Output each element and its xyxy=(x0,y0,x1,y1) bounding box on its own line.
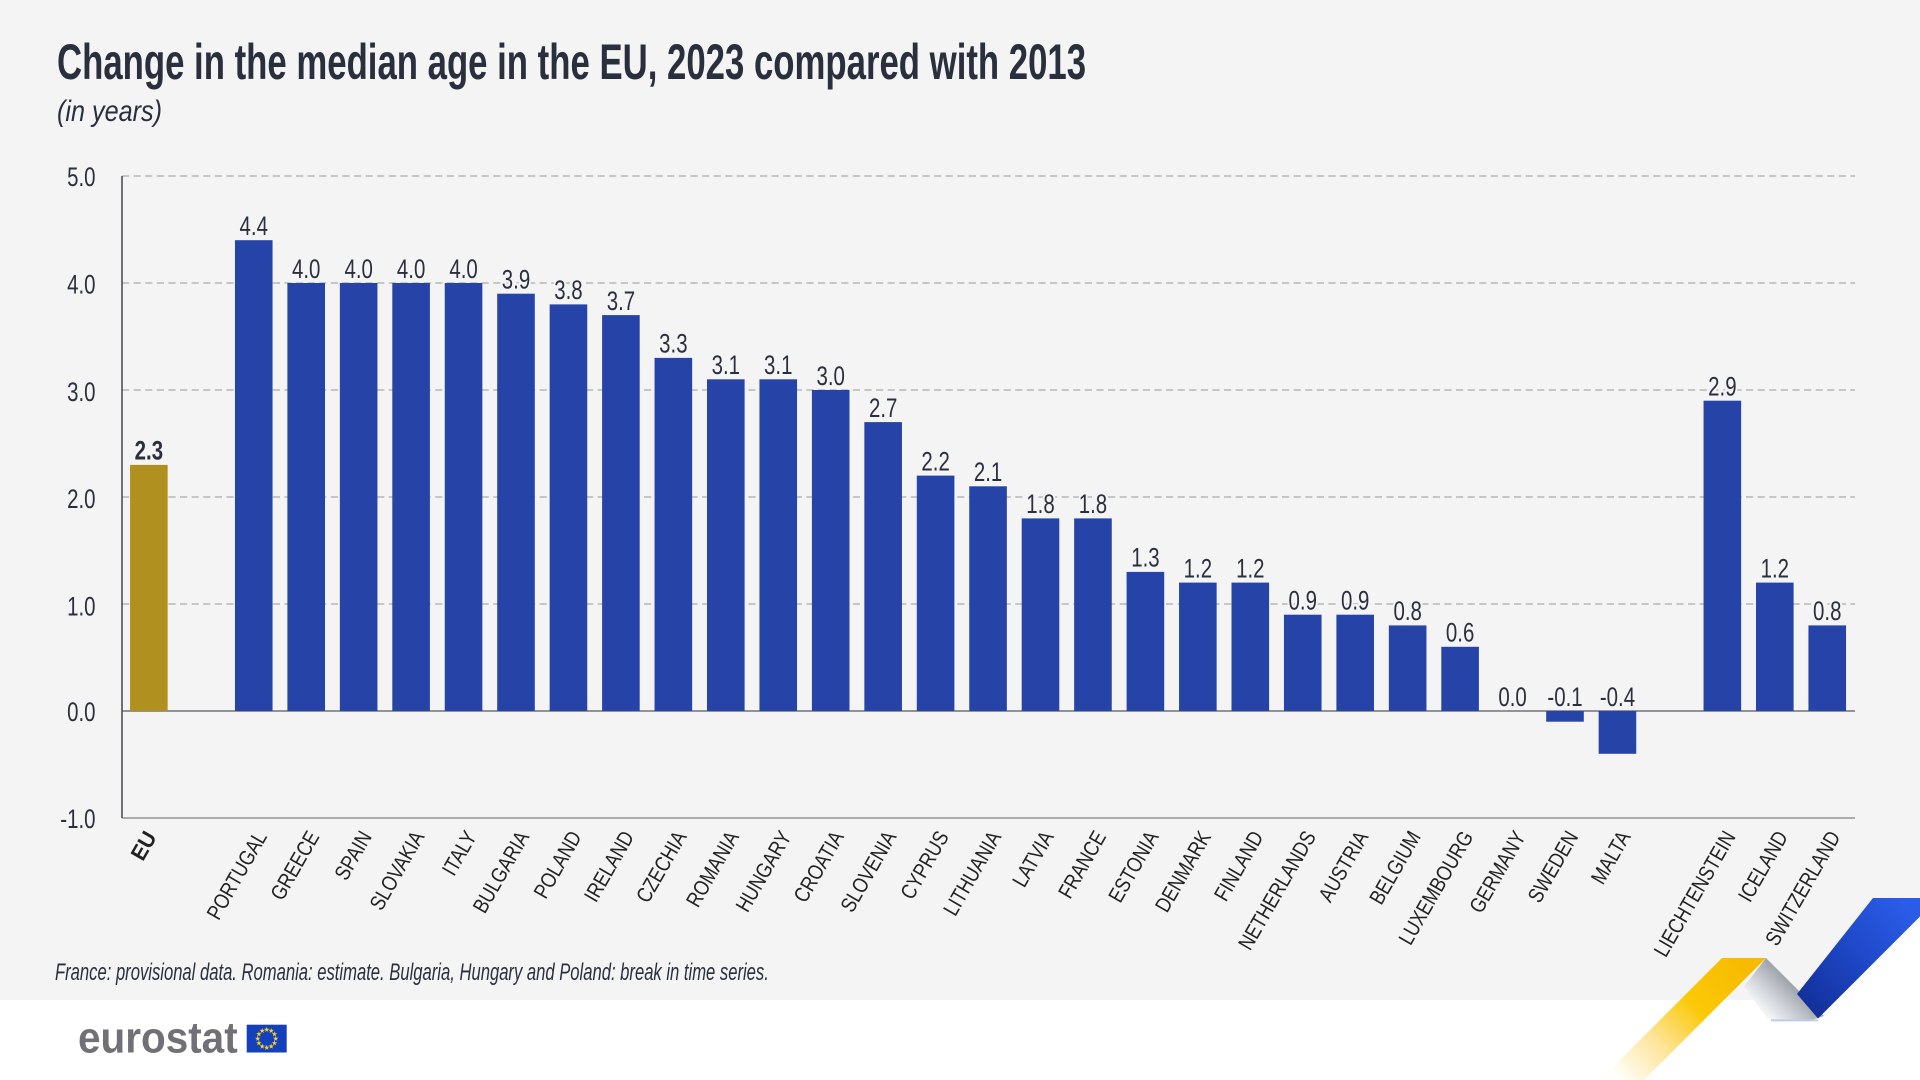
svg-text:2.0: 2.0 xyxy=(67,486,95,515)
svg-text:France: provisional data. Roma: France: provisional data. Romania: estim… xyxy=(55,959,769,986)
svg-text:3.7: 3.7 xyxy=(607,288,635,317)
svg-text:-1.0: -1.0 xyxy=(60,806,95,835)
svg-text:1.2: 1.2 xyxy=(1761,555,1789,584)
svg-text:4.0: 4.0 xyxy=(292,255,320,284)
svg-text:4.4: 4.4 xyxy=(240,213,268,242)
svg-text:3.1: 3.1 xyxy=(712,352,740,381)
svg-text:4.0: 4.0 xyxy=(344,255,372,284)
svg-text:Change in the median age in th: Change in the median age in the EU, 2023… xyxy=(57,35,1086,91)
svg-text:0.6: 0.6 xyxy=(1446,619,1474,648)
svg-text:3.8: 3.8 xyxy=(554,277,582,306)
svg-text:3.1: 3.1 xyxy=(764,352,792,381)
svg-text:1.2: 1.2 xyxy=(1184,555,1212,584)
svg-text:1.8: 1.8 xyxy=(1079,491,1107,520)
svg-text:0.9: 0.9 xyxy=(1289,587,1317,616)
svg-text:-0.1: -0.1 xyxy=(1547,683,1582,712)
svg-text:0.9: 0.9 xyxy=(1341,587,1369,616)
svg-text:1.8: 1.8 xyxy=(1026,491,1054,520)
svg-text:eurostat: eurostat xyxy=(78,1013,238,1062)
svg-text:5.0: 5.0 xyxy=(67,164,95,193)
svg-text:4.0: 4.0 xyxy=(397,255,425,284)
svg-text:0.8: 0.8 xyxy=(1393,598,1421,627)
svg-text:3.9: 3.9 xyxy=(502,266,530,295)
svg-text:3.0: 3.0 xyxy=(816,362,844,391)
svg-text:1.3: 1.3 xyxy=(1131,544,1159,573)
svg-text:0.0: 0.0 xyxy=(1498,683,1526,712)
svg-text:3.0: 3.0 xyxy=(67,378,95,407)
svg-text:2.3: 2.3 xyxy=(135,437,163,466)
svg-text:2.7: 2.7 xyxy=(869,395,897,424)
svg-text:2.2: 2.2 xyxy=(921,448,949,477)
svg-text:2.1: 2.1 xyxy=(974,459,1002,488)
svg-text:(in years): (in years) xyxy=(57,94,162,128)
svg-text:1.2: 1.2 xyxy=(1236,555,1264,584)
svg-text:2.9: 2.9 xyxy=(1708,373,1736,402)
svg-text:0.8: 0.8 xyxy=(1813,598,1841,627)
svg-text:0.0: 0.0 xyxy=(67,699,95,728)
svg-text:4.0: 4.0 xyxy=(67,271,95,300)
svg-text:4.0: 4.0 xyxy=(449,255,477,284)
svg-text:-0.4: -0.4 xyxy=(1600,683,1635,712)
svg-text:3.3: 3.3 xyxy=(659,330,687,359)
svg-text:1.0: 1.0 xyxy=(67,593,95,622)
